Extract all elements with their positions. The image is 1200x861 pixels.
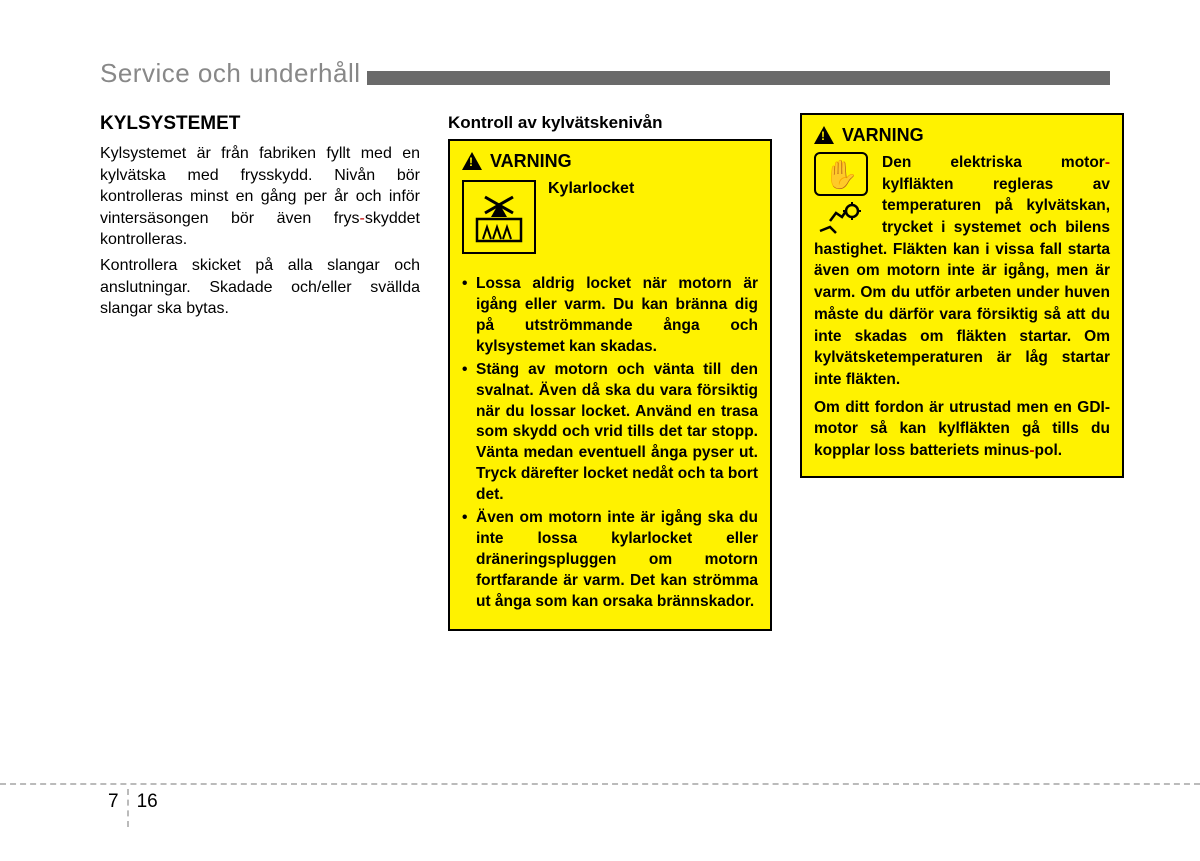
warning-body: ✋ Den elektriska motor-kylfläkten regler…: [814, 152, 1110, 462]
warning-box-fan: VARNING ✋ Den elektriska motor-: [800, 113, 1124, 478]
warning-sublabel: Kylarlocket: [548, 180, 634, 254]
page-container: Service och underhåll KYLSYSTEMET Kylsys…: [0, 0, 1200, 631]
warning-paragraph-2: Om ditt fordon är utrustad men en GDI-mo…: [814, 397, 1110, 462]
radiator-cap-icon: [462, 180, 536, 254]
column-center: Kontroll av kylvätskenivån VARNING: [448, 113, 772, 631]
header-rule: [367, 71, 1110, 85]
warning-triangle-icon: [814, 126, 834, 144]
intro-paragraph-1: Kylsystemet är från fabriken fyllt med e…: [100, 143, 420, 251]
warning-triangle-icon: [462, 152, 482, 170]
chapter-number: 7: [100, 789, 127, 827]
warning-bullet-item: Även om motorn inte är igång ska du inte…: [462, 508, 758, 613]
hyphen-icon: -: [1105, 154, 1110, 171]
page-number-value: 16: [129, 789, 166, 827]
column-right: VARNING ✋ Den elektriska motor-: [800, 113, 1124, 631]
main-heading: KYLSYSTEMET: [100, 113, 420, 135]
wp1-a: Den elektriska motor: [882, 154, 1105, 171]
page-header: Service och underhåll: [100, 58, 1110, 89]
intro-paragraph-2: Kontrollera skicket på alla slangar och …: [100, 255, 420, 320]
warning-box-radiator-cap: VARNING Kylarlocket L: [448, 139, 772, 631]
warning-header: VARNING: [814, 125, 1110, 146]
section-title: Service och underhåll: [100, 58, 361, 89]
wp2-b: pol.: [1035, 442, 1063, 459]
footer-dashed-rule: [0, 783, 1200, 785]
warning-header: VARNING: [462, 151, 758, 172]
warning-title: VARNING: [490, 151, 572, 172]
content-columns: KYLSYSTEMET Kylsystemet är från fabriken…: [100, 113, 1110, 631]
warning-icon-stack: ✋: [814, 152, 872, 238]
warning-subheader: Kylarlocket: [462, 178, 758, 254]
warning-title: VARNING: [842, 125, 924, 146]
warning-bullet-item: Stäng av motorn och vänta till den svaln…: [462, 360, 758, 506]
page-footer: 7 16: [0, 783, 1200, 827]
warning-bullet-item: Lossa aldrig locket när motorn är igång …: [462, 274, 758, 358]
hand-stop-icon: ✋: [814, 152, 868, 196]
fan-hand-icon: [814, 200, 868, 238]
wp2-a: Om ditt fordon är utrustad men en GDI-mo…: [814, 399, 1110, 459]
column-left: KYLSYSTEMET Kylsystemet är från fabriken…: [100, 113, 420, 631]
page-number: 7 16: [100, 789, 1200, 827]
center-heading: Kontroll av kylvätskenivån: [448, 113, 772, 133]
warning-bullet-list: Lossa aldrig locket när motorn är igång …: [462, 274, 758, 613]
